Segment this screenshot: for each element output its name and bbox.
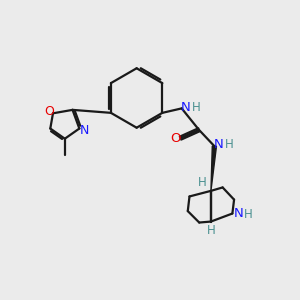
Text: O: O	[44, 105, 54, 118]
Text: N: N	[181, 101, 190, 114]
Text: H: H	[207, 224, 216, 237]
Text: O: O	[170, 132, 180, 145]
Polygon shape	[211, 146, 217, 191]
Text: N: N	[234, 207, 244, 220]
Text: H: H	[198, 176, 207, 189]
Text: N: N	[80, 124, 89, 136]
Text: H: H	[244, 208, 253, 220]
Text: H: H	[192, 101, 201, 114]
Text: N: N	[213, 138, 223, 151]
Text: H: H	[225, 138, 234, 151]
